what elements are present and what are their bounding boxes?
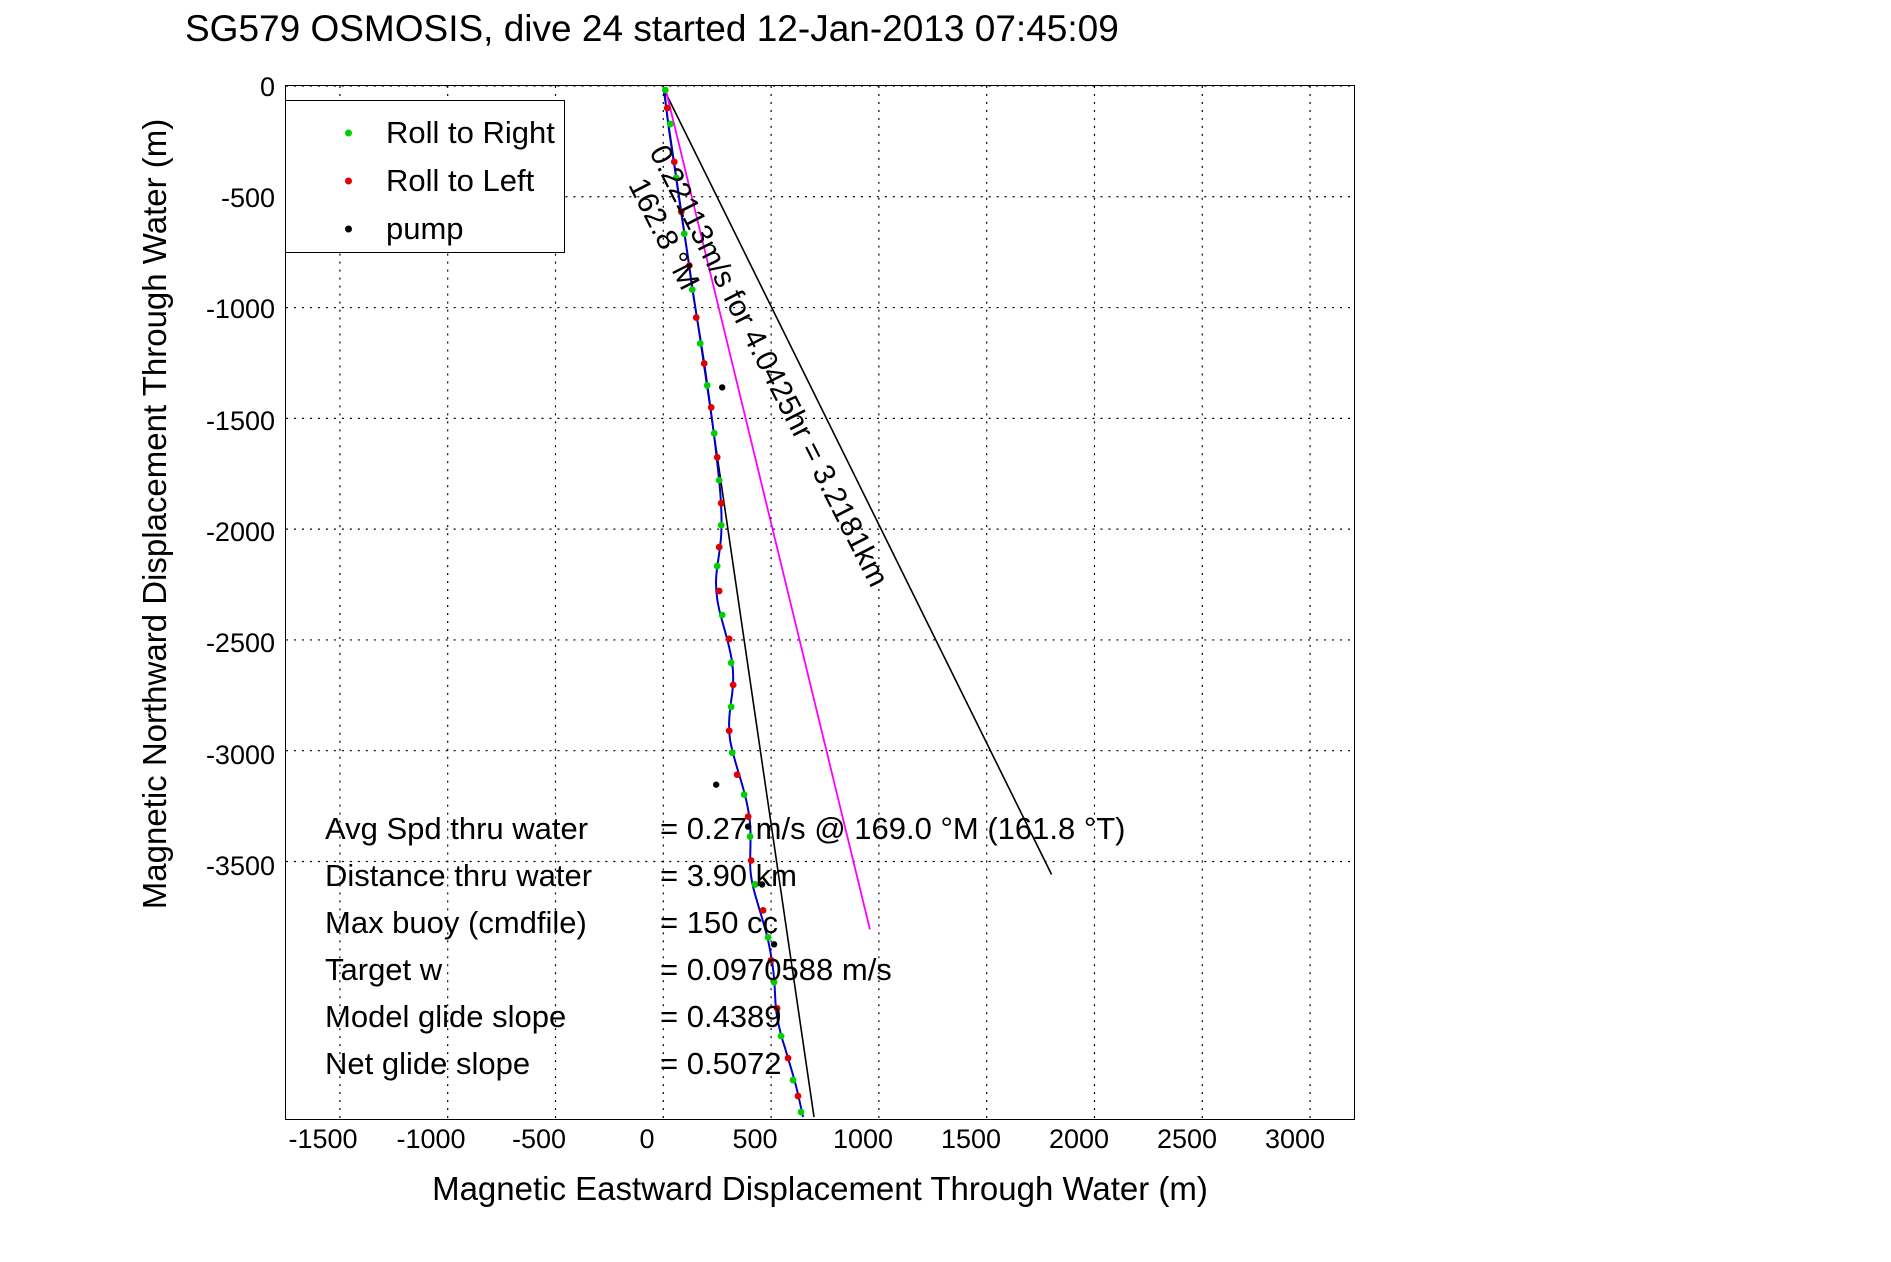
legend-label: Roll to Right	[386, 115, 555, 150]
stat-value: = 0.27 m/s @ 169.0 °M (161.8 °T)	[660, 811, 1126, 846]
legend-item-roll-left: Roll to Left	[286, 157, 564, 205]
y-tick-label: 0	[259, 72, 275, 102]
roll-left-markers	[663, 104, 802, 1100]
mean-drift-vector	[664, 87, 871, 930]
legend-label: pump	[386, 211, 464, 246]
x-tick-label: 2000	[1048, 1124, 1110, 1154]
track-through-water	[663, 87, 805, 1118]
legend-item-pump: pump	[286, 205, 564, 253]
roll-left-marker-icon	[345, 177, 352, 185]
stat-label: Model glide slope	[325, 999, 567, 1034]
x-tick-label: 2500	[1156, 1124, 1218, 1154]
y-tick-label: -2500	[205, 628, 275, 658]
y-tick-label: -2000	[205, 517, 275, 547]
stat-label: Max buoy (cmdfile)	[325, 905, 587, 940]
legend-item-roll-right: Roll to Right	[286, 109, 564, 157]
stat-value: = 3.90 km	[660, 858, 797, 893]
stat-label: Distance thru water	[325, 858, 593, 893]
x-tick-label: -500	[511, 1124, 567, 1154]
stat-value: = 0.5072	[660, 1046, 782, 1081]
pump-markers	[713, 384, 778, 948]
x-tick-label: 500	[732, 1124, 778, 1154]
legend-label: Roll to Left	[386, 163, 535, 198]
page-title: SG579 OSMOSIS, dive 24 started 12-Jan-20…	[185, 8, 1119, 49]
y-tick-label: -500	[220, 183, 275, 213]
y-tick-label: -3000	[205, 740, 275, 770]
x-tick-label: -1500	[288, 1124, 358, 1154]
x-tick-label: -1000	[396, 1124, 466, 1154]
reference-ray-2	[662, 87, 1053, 875]
x-tick-label: 0	[639, 1124, 655, 1154]
pump-marker-icon	[345, 225, 352, 233]
legend: Roll to Right Roll to Left pump	[285, 100, 565, 253]
stat-label: Target w	[325, 952, 443, 987]
roll-right-marker-icon	[345, 129, 352, 137]
plot-area[interactable]	[285, 85, 1355, 1120]
stat-value: = 0.4389	[660, 999, 782, 1034]
stat-label: Avg Spd thru water	[325, 811, 589, 846]
y-tick-label: -1000	[205, 294, 275, 324]
x-axis-label: Magnetic Eastward Displacement Through W…	[432, 1170, 1208, 1207]
stat-value: = 0.0970588 m/s	[660, 952, 892, 987]
plot-svg	[286, 85, 1354, 1119]
x-tick-label: 1500	[940, 1124, 1002, 1154]
y-tick-label: -1500	[205, 406, 275, 436]
x-tick-label: 1000	[832, 1124, 894, 1154]
stat-value: = 150 cc	[660, 905, 779, 940]
x-tick-label: 3000	[1264, 1124, 1326, 1154]
y-tick-label: -3500	[205, 851, 275, 881]
roll-right-markers	[661, 86, 805, 1116]
stat-label: Net glide slope	[325, 1046, 531, 1081]
